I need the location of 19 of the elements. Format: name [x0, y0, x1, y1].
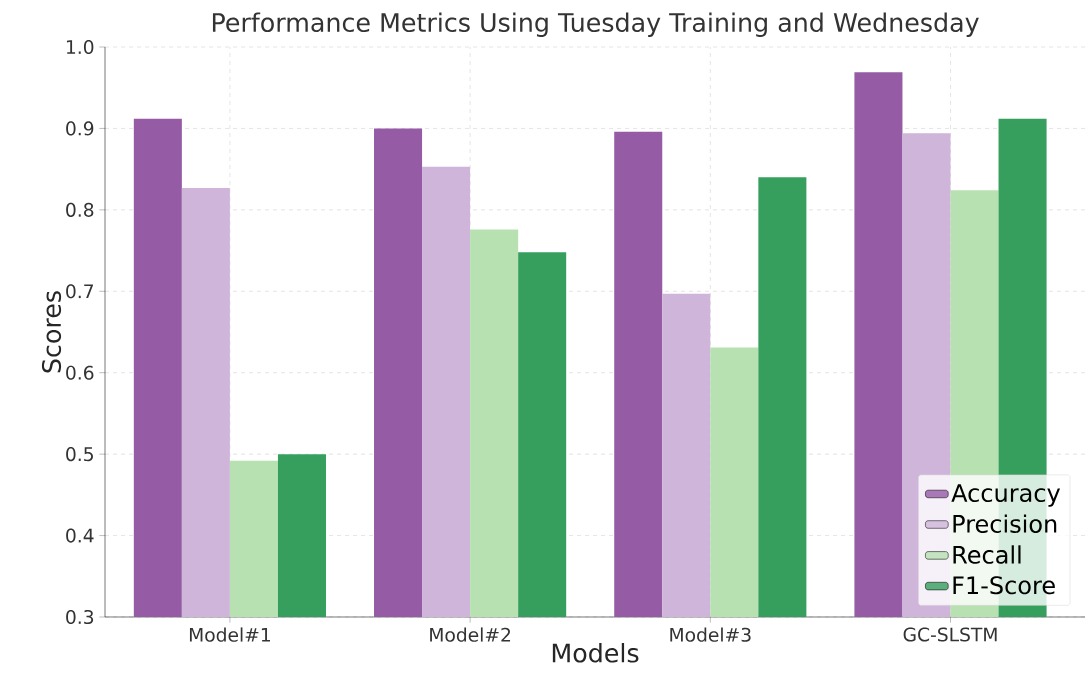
x-tick-label: Model#3: [670, 627, 751, 642]
y-axis-title: Scores: [41, 291, 62, 373]
y-tick-label: 0.8: [66, 202, 94, 217]
x-axis-title: Models: [552, 643, 639, 663]
y-tick-label: 0.4: [66, 528, 94, 543]
y-tick-label: 0.3: [66, 609, 94, 625]
chart-title: Performance Metrics Using Tuesday Training and Wednesday: [212, 12, 979, 37]
y-tick-label: 0.9: [66, 121, 94, 136]
y-tick-label: 0.5: [66, 447, 93, 462]
legend-label: Recall: [953, 545, 1021, 564]
y-tick-label: 0.7: [66, 284, 94, 299]
y-tick-label: 0.6: [66, 365, 94, 380]
legend-label: Accuracy: [951, 484, 1061, 507]
y-tick-label: 1.0: [66, 39, 94, 55]
legend-label: F1-Score: [953, 576, 1055, 595]
x-tick-label: Model#2: [430, 627, 511, 642]
x-tick-label: Model#1: [189, 627, 270, 642]
x-tick-label: GC-SLSTM: [903, 627, 997, 642]
legend-label: Precision: [953, 514, 1057, 533]
